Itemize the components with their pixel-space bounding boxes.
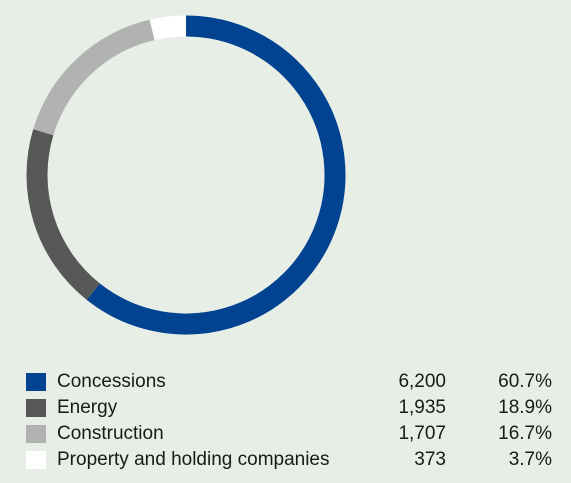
legend-label-construction: Construction	[57, 423, 164, 444]
donut-segment-energy	[26, 129, 100, 300]
legend-row-property: Property and holding companies 373 3.7%	[26, 448, 556, 472]
legend-value-energy: 1,935	[398, 397, 446, 418]
legend-value-concessions: 6,200	[398, 371, 446, 392]
donut-segment-construction	[33, 19, 155, 136]
legend-value-property: 373	[414, 449, 446, 470]
legend-percent-construction: 16.7%	[498, 423, 552, 444]
legend-row-energy: Energy 1,935 18.9%	[26, 396, 556, 420]
legend-swatch-concessions	[26, 373, 46, 391]
donut-chart	[26, 15, 346, 335]
legend-value-construction: 1,707	[398, 423, 446, 444]
legend-label-energy: Energy	[57, 397, 118, 418]
legend-row-construction: Construction 1,707 16.7%	[26, 422, 556, 446]
legend-swatch-construction	[26, 425, 46, 443]
legend-swatch-energy	[26, 399, 46, 417]
legend-percent-concessions: 60.7%	[498, 371, 552, 392]
legend-label-concessions: Concessions	[57, 371, 166, 392]
legend-swatch-property	[26, 451, 46, 469]
legend-row-concessions: Concessions 6,200 60.7%	[26, 370, 556, 394]
donut-segment-concessions	[86, 15, 346, 335]
legend-percent-energy: 18.9%	[498, 397, 552, 418]
legend-percent-property: 3.7%	[508, 449, 552, 470]
legend-label-property: Property and holding companies	[57, 449, 330, 470]
donut-segment-property	[149, 15, 187, 41]
